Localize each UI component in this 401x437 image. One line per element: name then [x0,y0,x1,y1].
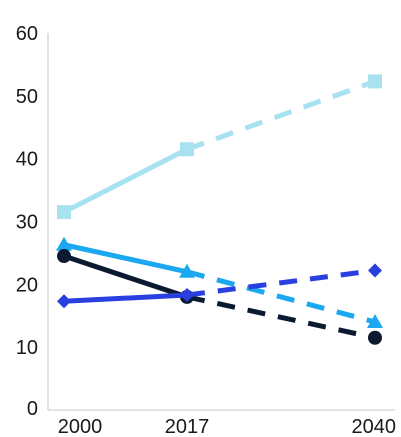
y-tick-label: 50 [16,86,38,108]
y-tick-label: 20 [16,274,38,296]
x-tick-labels: 2000 2017 2040 [58,416,396,437]
data-point-triangle [56,236,72,251]
x-tick-label: 2017 [165,416,210,437]
y-tick-labels: 0 10 20 30 40 50 60 [16,23,38,420]
series-line-historical [61,292,190,304]
data-point-triangle [367,314,383,329]
y-tick-label: 30 [16,212,38,234]
y-tick-label: 60 [16,23,38,45]
data-point-diamond [57,294,71,309]
series-circle [57,249,382,345]
data-point-diamond [368,263,382,278]
y-tick-label: 10 [16,337,38,359]
y-tick-label: 40 [16,149,38,171]
series-line-projection [186,269,376,325]
x-tick-label: 2040 [352,416,397,437]
data-point-circle [57,249,71,264]
data-point-circle [368,330,382,345]
series-triangle [56,236,383,329]
series-line-historical [61,146,190,215]
data-point-square [180,142,194,157]
data-point-triangle [179,263,195,278]
series-line-projection [186,268,376,298]
x-tick-label: 2000 [58,416,103,437]
series-line-projection [186,294,376,341]
axes [47,33,395,411]
data-point-diamond [180,288,194,303]
y-tick-label: 0 [27,398,38,420]
series-line-projection [186,79,376,152]
data-point-square [368,74,382,89]
series-group [56,74,383,345]
series-square [57,74,382,220]
series-diamond [57,263,382,309]
data-point-square [57,205,71,220]
series-line-historical [61,242,190,275]
series-line-historical [61,253,190,300]
